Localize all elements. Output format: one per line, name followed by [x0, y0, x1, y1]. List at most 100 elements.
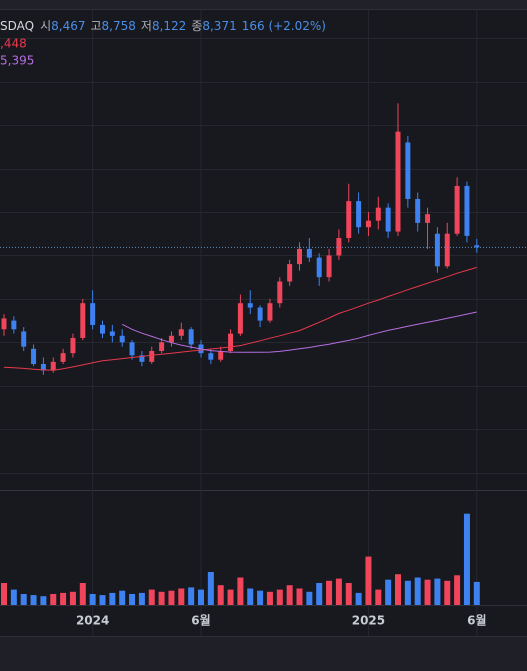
volume-bar — [414, 577, 421, 605]
volume-bar — [306, 591, 313, 605]
volume-bar — [30, 595, 37, 605]
candle-body — [287, 264, 293, 282]
candle-body — [326, 255, 332, 278]
volume-bar — [89, 594, 96, 605]
volume-bar — [345, 583, 352, 605]
candle-body — [109, 331, 115, 336]
candle-body — [149, 350, 155, 362]
volume-bar — [158, 591, 165, 605]
volume-bar — [454, 575, 461, 605]
candle-body — [50, 361, 56, 371]
candle-body — [80, 303, 86, 338]
volume-bar — [404, 580, 411, 605]
candle-body — [119, 335, 125, 343]
volume-bar — [40, 596, 47, 605]
candle-body — [297, 248, 302, 265]
volume-bar — [463, 513, 470, 605]
candle-body — [356, 201, 362, 228]
candle-body — [316, 257, 322, 278]
volume-bar — [326, 580, 333, 605]
field-value: 8,467 — [51, 19, 85, 33]
candle-body — [139, 355, 145, 362]
candle-body — [474, 245, 480, 248]
volume-bar — [424, 579, 431, 605]
volume-bar — [99, 595, 106, 605]
ma-line — [121, 311, 477, 353]
candle-body — [178, 329, 184, 336]
candle-body — [90, 303, 96, 325]
volume-bar — [20, 594, 27, 605]
volume-bar — [10, 589, 17, 605]
candle-body — [306, 248, 312, 258]
volume-bar — [316, 583, 323, 605]
volume-bar — [129, 594, 136, 605]
candle-body — [21, 331, 27, 347]
candle-body — [454, 185, 460, 234]
candle-body — [277, 281, 283, 304]
volume-bar — [247, 588, 254, 605]
x-tick-label: 6월 — [467, 613, 486, 628]
candle-body — [257, 307, 263, 321]
volume-bar — [138, 592, 145, 605]
volume-bar — [257, 590, 264, 605]
candle-body — [425, 214, 431, 223]
volume-bar — [217, 585, 224, 605]
candle-body — [434, 233, 440, 267]
candle-body — [159, 342, 165, 351]
volume-bar — [237, 577, 244, 605]
volume-bar — [365, 556, 372, 605]
volume-bar — [276, 589, 283, 605]
volume-bar — [355, 592, 362, 605]
candle-body — [11, 320, 17, 330]
volume-bar — [385, 579, 392, 605]
candle-body — [375, 207, 381, 221]
volume-bar — [1, 583, 7, 605]
volume-bar — [188, 587, 195, 605]
field-label: 저 — [141, 19, 152, 33]
candle-body — [70, 337, 76, 354]
ma-line — [3, 266, 477, 371]
volume-bar — [109, 592, 116, 605]
volume-bar — [69, 591, 76, 605]
volume-bar — [227, 589, 234, 605]
x-tick-label: 2024 — [76, 614, 109, 628]
volume-bar — [207, 572, 214, 605]
volume-bar — [286, 585, 293, 605]
candle-body — [168, 335, 174, 343]
volume-bar — [148, 589, 155, 605]
volume-bar — [335, 578, 342, 605]
candle-body — [405, 142, 411, 199]
x-tick-label: 6월 — [191, 613, 210, 628]
volume-bar — [198, 589, 204, 605]
candle-body — [385, 207, 391, 232]
volume-bar — [473, 581, 480, 605]
change-value: 166 (+2.02%) — [242, 19, 326, 33]
candle-body — [1, 318, 7, 330]
ma-legend: ,448 — [0, 37, 27, 51]
volume-bar — [79, 583, 86, 605]
candle-body — [218, 350, 224, 360]
symbol-name: SDAQ — [0, 19, 34, 33]
volume-bar — [444, 580, 451, 605]
candle-body — [247, 303, 253, 308]
top-strip — [0, 0, 527, 9]
volume-bar — [266, 591, 273, 605]
field-label: 시 — [40, 19, 51, 33]
volume-bar — [178, 588, 185, 605]
candle-body — [31, 348, 37, 365]
ohlc-legend: SDAQ 시8,467 고8,758 저8,122 종8,371 166 (+2.02%) — [0, 19, 326, 33]
bottom-strip — [0, 636, 527, 671]
legend: SDAQ 시8,467 고8,758 저8,122 종8,371 166 (+2.02%)… — [0, 19, 326, 68]
field-value: 8,371 — [202, 19, 236, 33]
candle-body — [267, 303, 273, 321]
volume-bar — [434, 578, 441, 605]
candle-body — [208, 353, 214, 360]
volume-bar — [168, 590, 175, 605]
grid: 2024 6월 2025 6월 — [0, 10, 527, 636]
candle-body — [444, 233, 450, 267]
field-value: 8,122 — [152, 19, 186, 33]
candle-body — [129, 342, 135, 356]
